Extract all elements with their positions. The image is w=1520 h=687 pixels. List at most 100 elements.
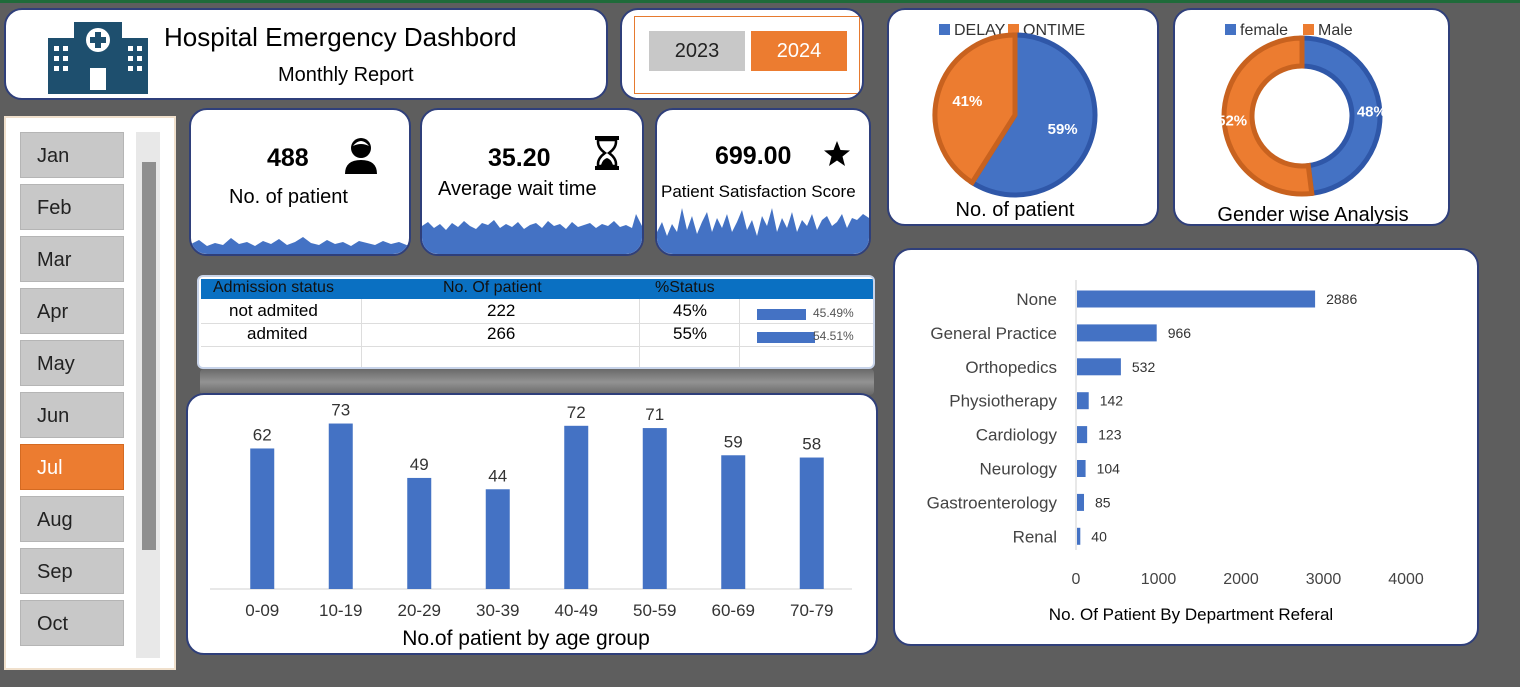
table-row: not admited 222 45% 45.49% (201, 301, 873, 324)
y-tick-label: Orthopedics (965, 358, 1057, 377)
bar-40-49 (564, 425, 589, 589)
data-label: 59 (724, 432, 743, 451)
bar-cardiology (1077, 426, 1088, 444)
row-percent: 45% (673, 301, 708, 320)
row-status: admited (247, 324, 308, 343)
chart-title: Gender wise Analysis (1217, 204, 1408, 224)
delay-chart-card: DELAY ONTIME 59% 41% No. of patient (887, 8, 1159, 226)
hourglass-icon (595, 136, 619, 170)
row-bar-label: 45.49% (813, 306, 854, 320)
month-button-jan[interactable]: Jan (20, 132, 124, 178)
star-icon (824, 141, 850, 166)
row-percent: 55% (673, 324, 708, 343)
slice-male (1221, 35, 1315, 197)
bar-neurology (1077, 460, 1086, 477)
column-divider (739, 299, 740, 367)
slice-label: 48% (1357, 104, 1387, 121)
data-label: 142 (1100, 393, 1124, 409)
gender-chart-card: female Male 48% 52% Gender wise Analysis (1173, 8, 1450, 226)
data-label: 49 (410, 455, 429, 474)
data-label: 104 (1097, 461, 1121, 477)
y-tick-label: Renal (1013, 527, 1057, 546)
bar-orthopedics (1077, 358, 1121, 376)
month-list: Jan Feb Mar Apr May Jun Jul Aug Sep Oct (20, 132, 126, 656)
age-chart: 62 0-09 73 10-19 49 20-29 44 30-39 72 40-49 71 50-5… (210, 401, 852, 650)
slice-label: 41% (952, 93, 982, 110)
row-count: 222 (487, 301, 516, 320)
data-label: 44 (488, 466, 507, 485)
data-label: 40 (1091, 528, 1107, 544)
chart-title: No.of patient by age group (402, 627, 650, 650)
y-tick-label: Gastroenterology (927, 493, 1058, 512)
legend-swatch (939, 24, 950, 35)
data-label: 58 (802, 435, 821, 454)
column-divider (361, 299, 362, 367)
month-slicer: Jan Feb Mar Apr May Jun Jul Aug Sep Oct (4, 116, 176, 670)
y-tick-label: None (1016, 290, 1057, 309)
header-card: Hospital Emergency Dashbord Monthly Repo… (4, 8, 608, 100)
kpi-patients-sparkline (191, 237, 409, 254)
legend-swatch (1225, 24, 1236, 35)
legend-label: Male (1318, 22, 1353, 39)
kpi-satisfaction-value: 699.00 (715, 142, 792, 170)
department-chart: None 2886 General Practice 966 Orthopedics 53… (927, 280, 1424, 624)
y-tick-label: Physiotherapy (949, 392, 1057, 411)
month-scrollbar[interactable] (136, 132, 160, 658)
month-scrollbar-thumb[interactable] (142, 162, 156, 550)
hospital-icon (48, 22, 148, 94)
department-chart-card: None 2886 General Practice 966 Orthopedics 53… (893, 248, 1479, 646)
kpi-satisfaction-label: Patient Satisfaction Score (661, 182, 856, 201)
legend-label: ONTIME (1023, 22, 1085, 39)
column-divider (639, 299, 640, 367)
x-tick-label: 1000 (1141, 571, 1177, 588)
kpi-wait-card: 35.20 Average wait time (420, 108, 644, 256)
year-2024-button[interactable]: 2024 (751, 31, 847, 71)
row-bar-label: 54.51% (813, 329, 854, 343)
data-label: 2886 (1326, 291, 1357, 307)
column-header-percent: %Status (655, 279, 715, 296)
slice-delay (968, 32, 1098, 198)
month-button-feb[interactable]: Feb (20, 184, 124, 230)
y-tick-label: Cardiology (976, 426, 1058, 445)
admission-table-header: Admission status No. Of patient %Status (201, 279, 873, 299)
legend-label: DELAY (954, 22, 1006, 39)
row-count: 266 (487, 324, 516, 343)
kpi-wait-sparkline (422, 214, 642, 254)
slice-female (1299, 35, 1383, 197)
bar-physiotherapy (1077, 392, 1089, 410)
month-button-oct[interactable]: Oct (20, 600, 124, 646)
chart-title: No. Of Patient By Department Referal (1049, 605, 1333, 624)
month-button-may[interactable]: May (20, 340, 124, 386)
bar-20-29 (407, 477, 432, 589)
y-tick-label: Neurology (980, 460, 1058, 479)
kpi-satisfaction-card: 699.00 Patient Satisfaction Score (655, 108, 871, 256)
month-button-apr[interactable]: Apr (20, 288, 124, 334)
month-button-jun[interactable]: Jun (20, 392, 124, 438)
month-button-jul[interactable]: Jul (20, 444, 124, 490)
slice-label: 52% (1217, 112, 1247, 129)
data-label: 73 (331, 401, 350, 420)
month-button-mar[interactable]: Mar (20, 236, 124, 282)
month-button-sep[interactable]: Sep (20, 548, 124, 594)
kpi-patients-label: No. of patient (229, 186, 348, 208)
kpi-satisfaction-sparkline (657, 208, 869, 254)
bar-60-69 (721, 455, 746, 589)
row-percent-bar (757, 309, 806, 320)
table-shadow (200, 369, 874, 395)
bar-10-19 (328, 423, 353, 589)
data-label: 62 (253, 425, 272, 444)
page-subtitle: Monthly Report (278, 64, 414, 86)
legend-swatch (1008, 24, 1019, 35)
row-percent-bar (757, 332, 815, 343)
column-header-count: No. Of patient (443, 279, 542, 296)
x-tick-label: 20-29 (398, 601, 441, 620)
month-button-aug[interactable]: Aug (20, 496, 124, 542)
data-label: 85 (1095, 494, 1111, 510)
kpi-wait-label: Average wait time (438, 178, 597, 200)
bar-gastroenterology (1077, 493, 1085, 511)
kpi-wait-value: 35.20 (488, 144, 551, 172)
year-slicer: 2023 2024 (634, 16, 860, 94)
year-2023-button[interactable]: 2023 (649, 31, 745, 71)
bar-general-practice (1077, 324, 1157, 342)
slice-label: 59% (1048, 121, 1078, 138)
